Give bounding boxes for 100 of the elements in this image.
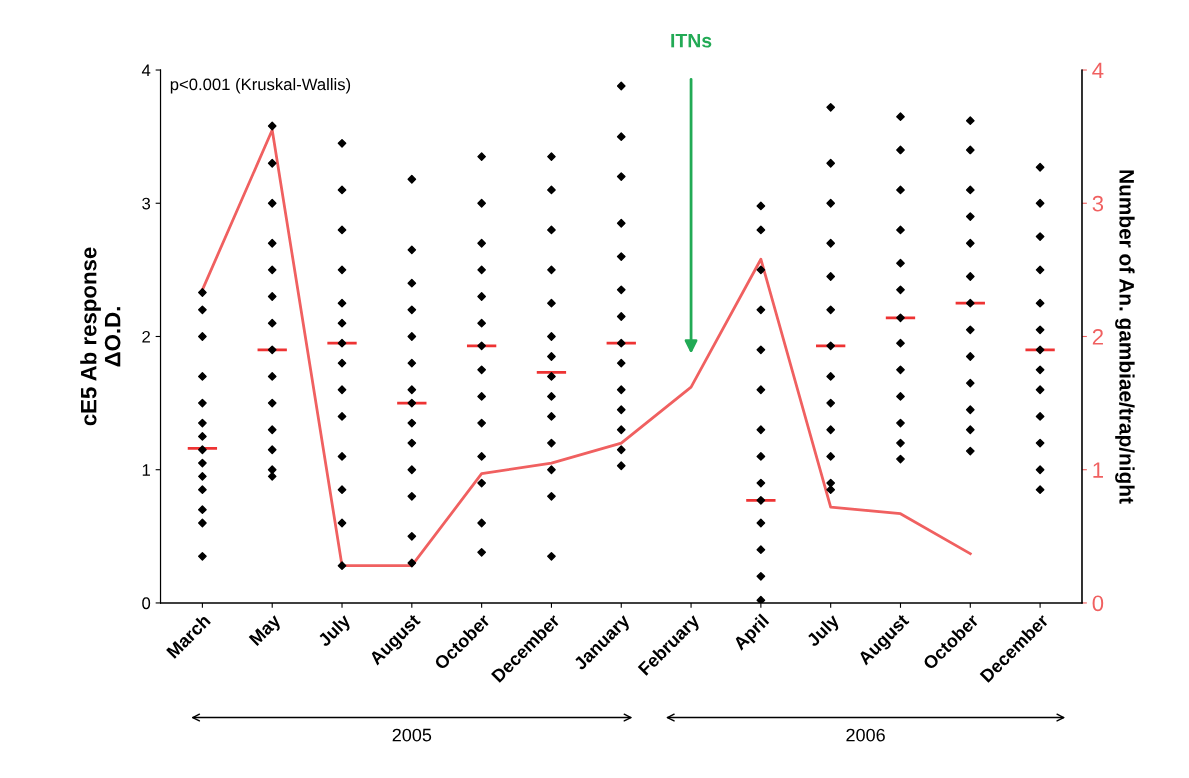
- point: [477, 341, 487, 351]
- point: [267, 445, 277, 455]
- point: [756, 478, 766, 488]
- point: [896, 365, 905, 375]
- point: [965, 325, 975, 335]
- point: [1035, 162, 1045, 172]
- point: [896, 454, 905, 464]
- point: [826, 425, 836, 435]
- point: [477, 198, 487, 208]
- annotation: p<0.001 (Kruskal-Wallis): [170, 78, 351, 94]
- point: [547, 491, 556, 501]
- point: [826, 452, 836, 461]
- point: [198, 505, 207, 515]
- y-tick-label: 3: [142, 197, 151, 210]
- point: [547, 551, 556, 561]
- point: [826, 478, 836, 488]
- point: [198, 305, 207, 315]
- y-tick-label: 4: [141, 64, 151, 77]
- point: [616, 285, 626, 295]
- point: [337, 338, 347, 348]
- point: [267, 425, 277, 435]
- point: [1035, 325, 1045, 335]
- point: [965, 405, 975, 415]
- point: [756, 345, 766, 355]
- point: [407, 398, 417, 408]
- point: [826, 158, 836, 168]
- point: [1035, 345, 1045, 355]
- point: [756, 305, 766, 315]
- point: [477, 478, 487, 488]
- point: [198, 398, 207, 408]
- text: 2005: [392, 728, 432, 742]
- point: [616, 385, 626, 395]
- point: [198, 518, 207, 528]
- point: [965, 185, 975, 195]
- text: 2006: [846, 728, 885, 742]
- point: [407, 418, 417, 428]
- point: [477, 452, 487, 461]
- point: [547, 392, 556, 401]
- point: [756, 385, 766, 395]
- point: [407, 558, 417, 568]
- point: [896, 313, 905, 323]
- point: [756, 595, 766, 603]
- point: [616, 218, 626, 228]
- point: [198, 472, 207, 481]
- point: [965, 116, 975, 126]
- point: [826, 305, 836, 315]
- point: [616, 132, 626, 142]
- point: [337, 318, 347, 328]
- point: [826, 372, 836, 381]
- point: [616, 312, 626, 321]
- y2-tick-label: 0: [1092, 595, 1104, 612]
- point: [267, 472, 277, 481]
- point: [547, 185, 556, 195]
- point: [477, 518, 487, 528]
- point: [547, 298, 556, 308]
- point: [547, 332, 556, 341]
- point: [407, 278, 417, 288]
- point: [826, 341, 836, 351]
- point: [198, 432, 207, 441]
- text: ITNs: [671, 33, 712, 48]
- point: [477, 418, 487, 428]
- point: [267, 345, 277, 355]
- point: [616, 445, 626, 455]
- point: [1035, 438, 1045, 448]
- point: [616, 405, 626, 415]
- point: [896, 112, 905, 122]
- point: [756, 225, 766, 235]
- point: [477, 365, 487, 375]
- point: [337, 225, 347, 235]
- point: [477, 265, 487, 275]
- point: [896, 225, 905, 235]
- point: [198, 551, 207, 561]
- point: [1035, 385, 1045, 395]
- point: [337, 385, 347, 395]
- point: [826, 398, 836, 408]
- point: [965, 425, 975, 435]
- point: [965, 378, 975, 388]
- point: [267, 265, 277, 275]
- point: [547, 152, 556, 161]
- point: [198, 372, 207, 381]
- point: [267, 372, 277, 381]
- point: [965, 238, 975, 248]
- point: [337, 185, 347, 195]
- point: [547, 372, 556, 381]
- point: [896, 438, 905, 448]
- point: [407, 465, 417, 475]
- point: [826, 485, 836, 495]
- point: [896, 338, 905, 348]
- point: [1035, 465, 1045, 475]
- y2-tick-label: 4: [1092, 62, 1104, 79]
- point: [965, 298, 975, 308]
- point: [965, 212, 975, 221]
- point: [477, 547, 487, 557]
- point: [965, 446, 975, 456]
- point: [1035, 232, 1045, 241]
- point: [756, 201, 766, 211]
- point: [756, 545, 766, 555]
- point: [896, 185, 905, 195]
- point: [756, 518, 766, 528]
- point: [1035, 198, 1045, 208]
